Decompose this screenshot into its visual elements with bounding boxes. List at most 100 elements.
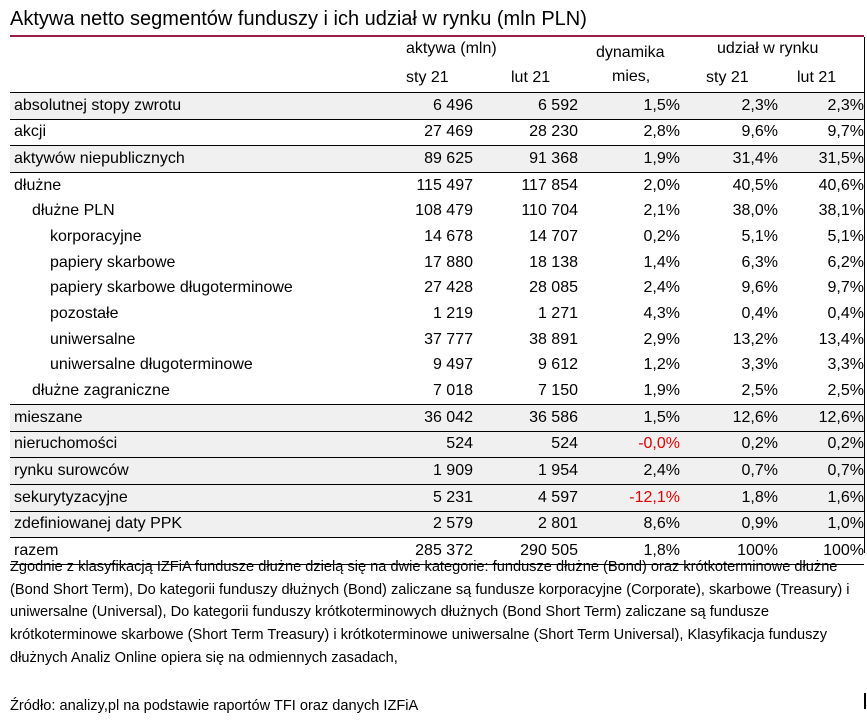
header-assets-group: aktywa (mln) — [406, 40, 497, 57]
dynamics-cell: 2,8% — [578, 119, 680, 147]
share-jan-cell: 5,1% — [741, 228, 778, 246]
assets-jan-cell: 37 777 — [424, 330, 473, 348]
row-label: rynku surowców — [10, 457, 370, 485]
share-feb-cell: 12,6% — [778, 404, 864, 432]
total-row: razem 285 372 290 505 1,8% 100% 100% — [10, 537, 864, 565]
assets-jan-cell: 524 — [370, 431, 473, 459]
table-row: sekurytyzacyjne 5 231 4 597 -12,1% 1,8% 1,6% — [10, 484, 864, 512]
share-jan-cell: 0,9% — [680, 511, 778, 539]
assets-feb-cell: 9 612 — [537, 356, 578, 374]
share-jan-cell: 31,4% — [680, 145, 778, 173]
table-right-border — [864, 37, 865, 553]
dynamics-cell: 1,5% — [578, 404, 680, 432]
classification-note: Zgodnie z klasyfikacją IZFiA fundusze dł… — [10, 559, 850, 666]
table-row: mieszane 36 042 36 586 1,5% 12,6% 12,6% — [10, 404, 864, 432]
assets-feb-cell: 1 954 — [473, 457, 578, 485]
dynamics-cell: 2,4% — [643, 279, 680, 297]
share-feb-cell: 100% — [778, 537, 864, 565]
table-row: papiery skarbowe 17 880 18 138 1,4% 6,3% 6,2% — [10, 250, 864, 276]
row-label: absolutnej stopy zwrotu — [10, 93, 370, 120]
table-row: zdefiniowanej daty PPK 2 579 2 801 8,6% 0,9%… — [10, 511, 864, 539]
share-jan-cell: 38,0% — [732, 202, 778, 220]
share-jan-cell: 9,6% — [741, 279, 778, 297]
share-jan-cell: 9,6% — [680, 119, 778, 147]
row-label: korporacyjne — [50, 228, 142, 246]
row-label: papiery skarbowe — [50, 253, 176, 271]
dynamics-cell: 8,6% — [578, 511, 680, 539]
header-period-assets-jan: sty 21 — [406, 69, 449, 86]
table-row: nieruchomości 524 524 -0,0% 0,2% 0,2% — [10, 431, 864, 459]
dynamics-cell: -12,1% — [578, 484, 680, 512]
page-title: Aktywa netto segmentów funduszy i ich ud… — [10, 8, 587, 30]
share-jan-cell: 1,8% — [680, 484, 778, 512]
assets-feb-cell: 4 597 — [473, 484, 578, 512]
row-label: aktywów niepublicznych — [10, 145, 370, 173]
assets-feb-cell: 1 271 — [537, 305, 578, 323]
title-rule — [10, 35, 864, 37]
dynamics-cell: 2,9% — [643, 330, 680, 348]
assets-jan-cell: 89 625 — [370, 145, 473, 173]
corner-mark — [864, 693, 866, 709]
share-jan-cell: 3,3% — [741, 356, 778, 374]
row-label: papiery skarbowe długoterminowe — [50, 279, 293, 297]
dynamics-cell: 1,4% — [643, 253, 680, 271]
assets-feb-cell: 18 138 — [529, 253, 578, 271]
row-label: mieszane — [10, 404, 370, 432]
share-feb-cell: 0,2% — [778, 431, 864, 459]
row-label: razem — [10, 537, 370, 565]
assets-feb-cell: 14 707 — [529, 228, 578, 246]
assets-jan-cell: 285 372 — [370, 537, 473, 565]
assets-jan-cell: 27 469 — [370, 119, 473, 147]
share-jan-cell: 2,3% — [680, 93, 778, 120]
row-label: nieruchomości — [10, 431, 370, 459]
assets-jan-cell: 2 579 — [370, 511, 473, 539]
table-row: pozostałe 1 219 1 271 4,3% 0,4% 0,4% — [10, 301, 864, 327]
dynamics-cell: 0,2% — [643, 228, 680, 246]
share-feb-cell: 1,0% — [778, 511, 864, 539]
share-feb-cell: 0,7% — [778, 457, 864, 485]
assets-feb-cell: 6 592 — [473, 93, 578, 120]
row-label: uniwersalne — [50, 330, 136, 348]
table-row: dłużne PLN 108 479 110 704 2,1% 38,0% 38,1% — [10, 199, 864, 225]
assets-feb-cell: 36 586 — [473, 404, 578, 432]
dynamics-cell: 1,9% — [578, 378, 680, 405]
assets-feb-cell: 7 150 — [473, 378, 578, 405]
share-feb-cell: 2,5% — [778, 378, 864, 405]
share-feb-cell: 9,7% — [778, 119, 864, 147]
header-rule — [10, 92, 864, 93]
assets-feb-cell: 38 891 — [529, 330, 578, 348]
assets-feb-cell: 28 230 — [473, 119, 578, 147]
segments-table: absolutnej stopy zwrotu 6 496 6 592 1,5% 2,3… — [10, 93, 864, 565]
dynamics-cell: 1,9% — [578, 145, 680, 173]
assets-feb-cell: 91 368 — [473, 145, 578, 173]
table-row: korporacyjne 14 678 14 707 0,2% 5,1% 5,1% — [10, 224, 864, 250]
share-feb-cell: 40,6% — [818, 176, 864, 194]
dynamics-cell: 1,2% — [643, 356, 680, 374]
table-row: aktywów niepublicznych 89 625 91 368 1,9% 31… — [10, 145, 864, 173]
share-jan-cell: 12,6% — [680, 404, 778, 432]
header-share-group: udział w rynku — [717, 40, 819, 57]
header-period-share-feb: lut 21 — [797, 69, 837, 86]
dynamics-cell: 4,3% — [643, 305, 680, 323]
header-period-share-jan: sty 21 — [706, 69, 749, 86]
row-label: zdefiniowanej daty PPK — [10, 511, 370, 539]
header-dynamics-line1: dynamika — [596, 44, 665, 61]
share-feb-cell: 13,4% — [818, 330, 864, 348]
share-jan-cell: 0,4% — [741, 305, 778, 323]
share-feb-cell: 1,6% — [778, 484, 864, 512]
header-period-assets-feb: lut 21 — [511, 69, 551, 86]
assets-jan-cell: 1 219 — [432, 305, 473, 323]
share-jan-cell: 40,5% — [732, 176, 778, 194]
assets-feb-cell: 524 — [473, 431, 578, 459]
share-jan-cell: 0,2% — [680, 431, 778, 459]
share-jan-cell: 100% — [680, 537, 778, 565]
assets-feb-cell: 2 801 — [473, 511, 578, 539]
share-feb-cell: 3,3% — [827, 356, 864, 374]
assets-jan-cell: 36 042 — [370, 404, 473, 432]
share-jan-cell: 2,5% — [680, 378, 778, 405]
dynamics-cell: 1,8% — [578, 537, 680, 565]
assets-jan-cell: 14 678 — [424, 228, 473, 246]
row-label: dłużne PLN — [32, 202, 115, 220]
share-feb-cell: 9,7% — [827, 279, 864, 297]
assets-jan-cell: 27 428 — [424, 279, 473, 297]
